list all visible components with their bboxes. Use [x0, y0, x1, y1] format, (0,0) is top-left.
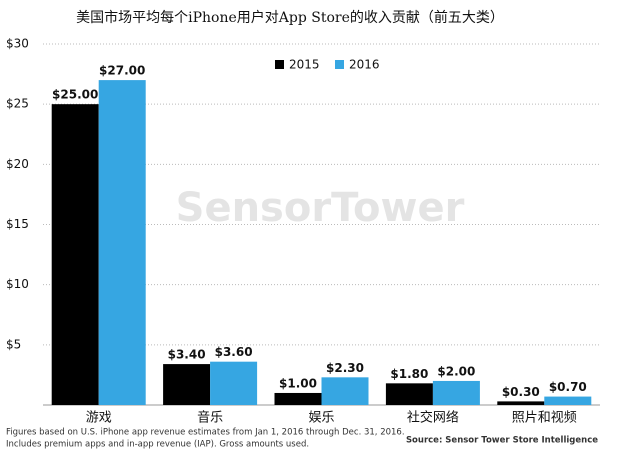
y-tick-label: $25: [6, 97, 29, 111]
bar: [497, 401, 545, 405]
bar: [274, 392, 322, 405]
footnote: Includes premium apps and in-app revenue…: [6, 440, 309, 450]
value-label: $0.70: [549, 380, 587, 394]
watermark: SensorTower: [176, 185, 465, 231]
value-label: $27.00: [99, 64, 145, 78]
value-label: $1.80: [390, 367, 428, 381]
value-label: $25.00: [52, 88, 98, 102]
x-tick-label: 音乐: [197, 410, 223, 426]
y-tick-label: $5: [6, 337, 21, 351]
y-tick-label: $15: [6, 217, 29, 231]
footnote: Figures based on U.S. iPhone app revenue…: [6, 428, 405, 438]
value-label: $0.30: [502, 385, 540, 399]
source: Source: Sensor Tower Store Intelligence: [406, 436, 598, 446]
bar: [98, 80, 146, 405]
x-tick-label: 游戏: [86, 411, 112, 426]
x-tick-label: 照片和视频: [512, 411, 577, 426]
value-label: $2.00: [437, 364, 475, 378]
x-tick-label: 社交网络: [407, 410, 459, 426]
bar: [210, 361, 258, 405]
bar: [163, 364, 211, 405]
legend-label: 2015: [289, 58, 320, 72]
y-tick-label: $20: [6, 157, 29, 171]
bar: [544, 396, 592, 405]
chart-title: 美国市场平均每个iPhone用户对App Store的收入贡献（前五大类）: [76, 9, 504, 26]
legend-label: 2016: [349, 58, 380, 72]
legend-swatch: [335, 60, 344, 69]
value-label: $3.40: [168, 348, 206, 362]
value-label: $3.60: [215, 345, 253, 359]
x-tick-label: 娱乐: [308, 411, 334, 426]
y-tick-label: $30: [6, 37, 29, 51]
legend-swatch: [275, 60, 284, 69]
bar: [321, 377, 369, 405]
bar: [385, 383, 433, 405]
bar: [432, 380, 480, 405]
bar: [51, 104, 99, 406]
value-label: $2.30: [326, 361, 364, 375]
value-label: $1.00: [279, 376, 317, 390]
y-tick-label: $10: [6, 277, 29, 291]
